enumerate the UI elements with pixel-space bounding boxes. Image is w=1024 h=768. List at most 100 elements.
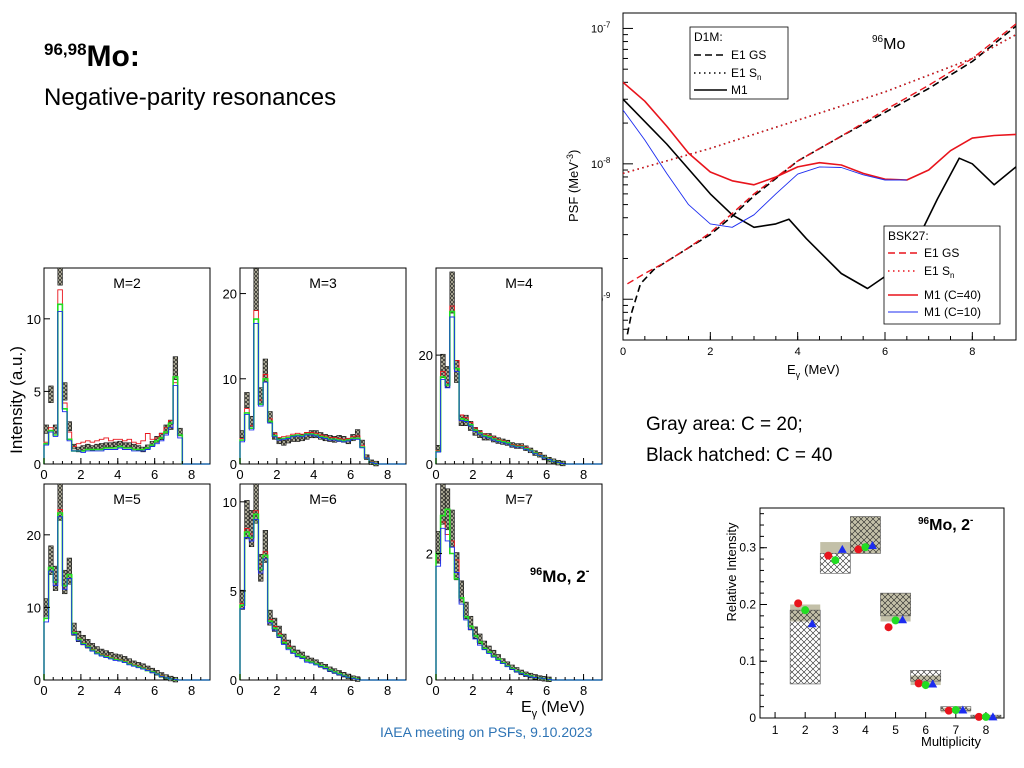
spectra-x-tick-label: 0 — [40, 683, 47, 698]
spectra-panel-label: M=7 — [505, 491, 533, 507]
legend-bsk-m1c40: M1 (C=40) — [924, 288, 981, 302]
spectra-bin-box — [440, 353, 446, 379]
mult-hatched-band — [789, 609, 821, 685]
spectra-series-blue — [435, 527, 602, 681]
spectra-y-tick-label: 10 — [223, 495, 237, 510]
psf-x-tick-label: 2 — [707, 346, 713, 358]
spectra-bin-box — [262, 530, 268, 563]
spectra-y-tick-label: 20 — [27, 528, 41, 543]
spectra-panel-label: M=2 — [113, 275, 141, 291]
legend-bsk-e1gs: E1 GS — [924, 246, 959, 260]
mult-title: 96Mo, 2- — [918, 515, 973, 534]
mult-point-red — [884, 623, 893, 632]
mult-point-green — [861, 543, 870, 552]
spectra-x-tick-label: 0 — [236, 683, 243, 698]
psf-series-d1m-e1-gs — [626, 25, 1016, 335]
spectra-x-tick-label: 0 — [432, 467, 439, 482]
spectra-x-tick-label: 6 — [151, 683, 158, 698]
legend-bsk-e1sn: E1 Sn — [924, 264, 954, 280]
mult-point-red — [794, 599, 803, 608]
spectra-series-green — [43, 303, 210, 465]
mult-x-tick-label: 3 — [832, 723, 839, 737]
psf-series-bsk27-m1-c-10- — [623, 109, 907, 228]
spectra-annotation: 96Mo, 2- — [530, 565, 590, 586]
legend-d1m-e1sn: E1 Sn — [731, 66, 761, 82]
psf-series-bsk27-e1-gs — [627, 23, 1016, 285]
spectra-x-tick-label: 0 — [40, 467, 47, 482]
mult-point-green — [951, 706, 960, 715]
spectra-y-tick-label: 0 — [230, 673, 237, 688]
mult-point-blue — [867, 540, 877, 549]
spectra-x-tick-label: 4 — [310, 467, 317, 482]
spectra-series-blue — [43, 311, 210, 465]
mult-point-green — [921, 681, 930, 690]
mult-point-blue — [928, 679, 938, 688]
spectra-y-tick-label: 10 — [27, 600, 41, 615]
spectra-panel-label: M=3 — [309, 275, 337, 291]
spectra-x-tick-label: 6 — [543, 683, 550, 698]
spectra-x-tick-label: 6 — [543, 467, 550, 482]
spectra-x-tick-label: 4 — [114, 683, 121, 698]
spectra-series-blue — [435, 316, 602, 465]
spectra-bin-box — [66, 557, 72, 585]
spectra-x-tick-label: 2 — [273, 683, 280, 698]
spectra-x-tick-label: 2 — [469, 467, 476, 482]
psf-series-d1m-m1 — [623, 98, 1016, 290]
mult-point-red — [854, 545, 863, 554]
spectra-x-tick-label: 2 — [77, 467, 84, 482]
legend-bsk-header: BSK27: — [888, 229, 929, 243]
mult-point-green — [801, 606, 810, 615]
title-mass-numbers: 96,98 — [44, 40, 87, 59]
psf-x-axis-label: Eγ (MeV) — [787, 362, 840, 380]
mult-y-tick-label: 0.2 — [739, 597, 756, 611]
legend-bsk-m1c10: M1 (C=10) — [924, 305, 981, 319]
spectra-y-tick-label: 20 — [419, 348, 433, 363]
spectra-x-tick-label: 8 — [188, 467, 195, 482]
psf-y-tick-label: 10-7 — [591, 20, 611, 35]
spectra-y-axis-label: Intensity (a.u.) — [7, 346, 26, 454]
psf-series-bsk27-m1-c-40- — [623, 81, 1016, 186]
mult-y-tick-label: 0.1 — [739, 654, 756, 668]
slide-subtitle: Negative-parity resonances — [44, 84, 337, 111]
spectra-bin-box — [48, 385, 54, 403]
note-gray-area: Gray area: C = 20; — [646, 414, 803, 435]
mult-point-blue — [807, 619, 817, 628]
mult-point-green — [981, 712, 990, 721]
spectra-x-tick-label: 8 — [384, 467, 391, 482]
spectra-series-blue — [239, 322, 406, 465]
legend-d1m-e1gs: E1 GS — [731, 48, 766, 62]
spectra-panel-m5: 0 2 4 6 8 0 10 20 M=5 — [27, 483, 211, 698]
psf-legend-bsk27: BSK27: E1 GS E1 Sn M1 (C=40) M1 (C=10) — [883, 225, 1001, 325]
spectra-x-tick-label: 2 — [469, 683, 476, 698]
mult-x-tick-label: 2 — [802, 723, 809, 737]
spectra-x-tick-label: 4 — [506, 467, 513, 482]
mult-x-tick-label: 7 — [952, 723, 959, 737]
spectra-y-tick-label: 5 — [34, 384, 41, 399]
mult-point-blue — [837, 544, 847, 553]
spectra-panel-m6: 0 2 4 6 8 0 5 10 M=6 — [223, 483, 407, 698]
spectra-y-tick-label: 10 — [223, 372, 237, 387]
spectra-y-tick-label: 20 — [223, 287, 237, 302]
mult-point-green — [891, 616, 900, 625]
spectra-bin-box — [172, 356, 179, 380]
spectra-x-tick-label: 6 — [151, 467, 158, 482]
spectra-x-tick-label: 0 — [432, 683, 439, 698]
spectra-bin-box — [48, 545, 54, 575]
spectra-x-tick-label: 8 — [580, 467, 587, 482]
psf-y-axis-label: PSF (MeV-3) — [565, 150, 581, 222]
spectra-y-tick-label: 10 — [27, 312, 41, 327]
mult-point-red — [914, 679, 923, 688]
mult-point-red — [974, 712, 983, 721]
psf-title: 96Mo — [872, 34, 905, 53]
spectra-x-axis-label: Eγ (MeV) — [521, 699, 585, 720]
spectra-y-tick-label: 0 — [34, 673, 41, 688]
title-element: Mo: — [86, 40, 140, 73]
spectra-bin-box — [262, 358, 268, 382]
spectra-panel-m4: 0 2 4 6 8 0 20 M=4 — [419, 267, 603, 482]
footer-meeting: IAEA meeting on PSFs, 9.10.2023 — [380, 724, 593, 740]
psf-legend-d1m: D1M: E1 GS E1 Sn M1 — [689, 26, 789, 100]
spectra-x-tick-label: 8 — [580, 683, 587, 698]
psf-x-tick-label: 6 — [882, 346, 888, 358]
mult-x-axis-label: Multiplicity — [921, 734, 981, 749]
